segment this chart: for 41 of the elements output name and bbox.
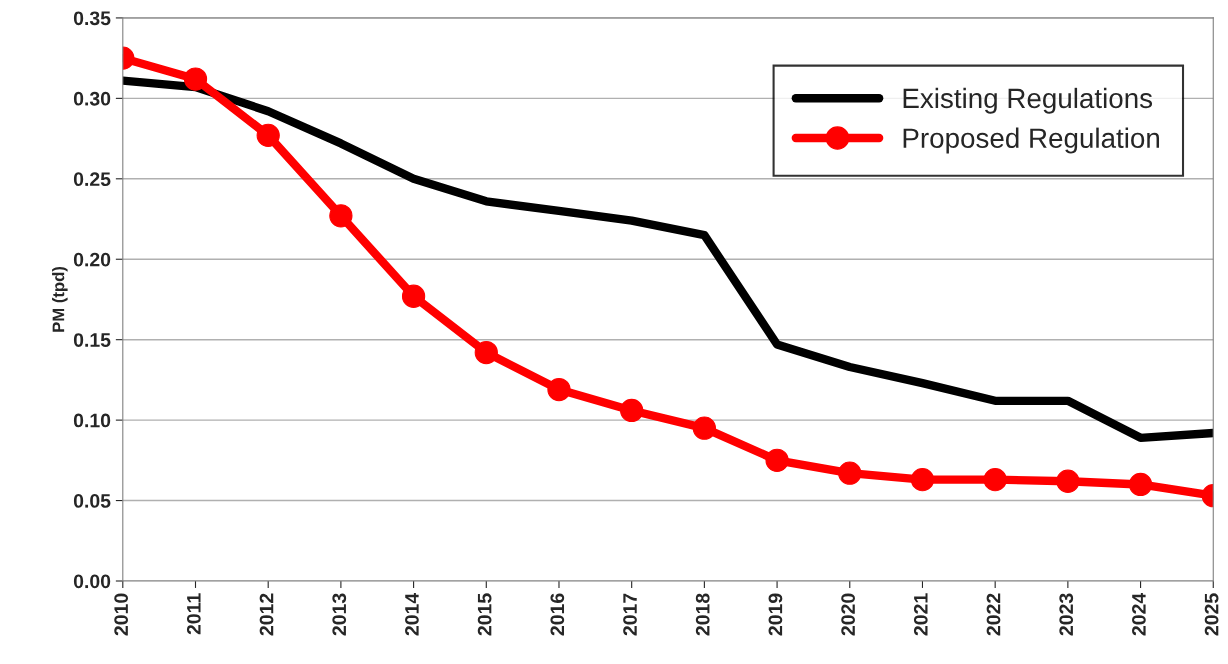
y-axis-title: PM (tpd) <box>52 266 68 332</box>
point <box>183 67 208 91</box>
x-tick-label: 2014 <box>405 592 419 636</box>
point <box>910 468 935 492</box>
x-tick-label: 2011 <box>186 593 201 635</box>
point <box>256 123 280 147</box>
point <box>1128 472 1153 497</box>
y-tick-label: 0.15 <box>73 333 111 347</box>
x-tick-label: 2013 <box>332 593 347 636</box>
x-tick-label: 2015 <box>477 593 492 636</box>
point <box>474 340 498 365</box>
x-tick-label: 2023 <box>1059 593 1074 636</box>
y-tick-label: 0.05 <box>73 494 111 508</box>
y-tick-label: 0.20 <box>73 252 111 267</box>
x-tick-label: 2012 <box>259 593 274 636</box>
point <box>620 398 644 423</box>
y-tick-label: 0.25 <box>73 172 111 187</box>
y-tick-label: 0.10 <box>73 413 111 428</box>
point <box>983 468 1007 492</box>
y-tick-label: 0.30 <box>73 91 111 106</box>
x-tick-label: 2025 <box>1204 593 1219 636</box>
legend-label: Existing Regulations <box>903 87 1153 114</box>
x-tick-label: 2018 <box>695 593 710 636</box>
x-tick-label: 2010 <box>114 593 129 636</box>
point <box>547 377 571 402</box>
x-tick-label: 2022 <box>986 593 1001 636</box>
legend-label: Proposed Regulation <box>903 127 1160 154</box>
point <box>1056 469 1080 493</box>
y-tick-label: 0.35 <box>73 11 111 26</box>
x-tick-label: 2020 <box>841 593 855 636</box>
point <box>401 284 426 308</box>
point <box>692 416 717 440</box>
x-tick-label: 2016 <box>550 593 565 636</box>
point <box>329 204 353 228</box>
x-tick-label: 2017 <box>623 593 637 636</box>
x-tick-label: 2024 <box>1132 592 1146 636</box>
point <box>765 448 789 472</box>
x-tick-label: 2021 <box>913 593 928 636</box>
point <box>838 461 862 485</box>
y-tick-label: 0.00 <box>73 574 111 589</box>
x-tick-label: 2019 <box>768 593 783 636</box>
